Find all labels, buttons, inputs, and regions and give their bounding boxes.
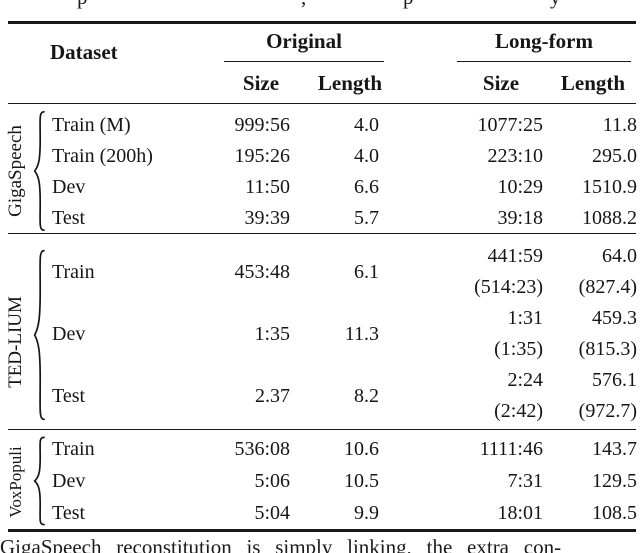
- cell-original-length: 10.5: [344, 470, 379, 492]
- table-row: Train 453:48 6.1 441:59 (514:23) 64.0 (8…: [0, 241, 640, 303]
- cell-longform-size: 441:59 (514:23): [474, 241, 543, 303]
- cell-original-size: 195:26: [234, 145, 290, 167]
- row-label: Dev: [52, 323, 86, 345]
- cell-longform-size: 10:29: [497, 176, 543, 198]
- cell-longform-length: 143.7: [592, 438, 637, 460]
- cell-longform-size: 7:31: [507, 470, 543, 492]
- text-fragment: p: [77, 0, 88, 10]
- cell-original-size: 999:56: [234, 114, 290, 136]
- row-label: Train (M): [52, 114, 131, 136]
- cell-original-size: 453:48: [234, 261, 290, 283]
- cell-longform-length: 1088.2: [582, 207, 637, 229]
- cell-longform-length: 1510.9: [582, 176, 637, 198]
- midrule-tedlium-voxpopuli: [8, 429, 636, 431]
- value-line-paren: (815.3): [578, 338, 637, 360]
- midrule-gigaspeech-tedlium: [8, 233, 636, 235]
- cell-original-length: 11.3: [344, 323, 379, 345]
- row-label: Train: [52, 261, 95, 283]
- row-label: Test: [52, 502, 86, 524]
- column-group-original: Original: [266, 29, 342, 53]
- table-row: Test 2.37 8.2 2:24 (2:42) 576.1 (972.7): [0, 365, 640, 427]
- table-row: Dev 5:06 10.5 7:31 129.5: [0, 466, 640, 497]
- value-line-paren: (2:42): [494, 400, 543, 422]
- cell-longform-length: 11.8: [602, 114, 637, 136]
- value-line: 576.1: [592, 369, 637, 391]
- cell-longform-size: 2:24 (2:42): [494, 365, 543, 427]
- text-fragment: y: [550, 0, 561, 10]
- row-label: Test: [52, 385, 86, 407]
- subheader-longform-size: Size: [482, 71, 520, 95]
- cell-original-size: 1:35: [254, 323, 290, 345]
- table-row: Dev 1:35 11.3 1:31 (1:35) 459.3 (815.3): [0, 303, 640, 365]
- cell-longform-length: 576.1 (972.7): [579, 365, 637, 427]
- text-fragment: ,: [301, 0, 306, 10]
- cell-longform-size: 1111:46: [479, 438, 543, 460]
- value-line: 459.3: [592, 307, 637, 329]
- cell-original-size: 2.37: [255, 385, 290, 407]
- cell-original-length: 4.0: [354, 114, 379, 136]
- brace-icon: [30, 248, 47, 422]
- value-line-paren: (514:23): [474, 276, 543, 298]
- table-row: Train (200h) 195:26 4.0 223:10 295.0: [0, 141, 640, 172]
- cell-original-size: 536:08: [234, 438, 290, 460]
- row-label: Test: [52, 207, 86, 229]
- row-label: Dev: [52, 470, 86, 492]
- bottom-rule: [8, 529, 636, 532]
- subheader-longform-length: Length: [560, 71, 626, 95]
- cmidrule-longform: [457, 61, 631, 63]
- row-label: Train: [52, 438, 95, 460]
- table-row: Test 5:04 9.9 18:01 108.5: [0, 498, 640, 529]
- table-row: Test 39:39 5.7 39:18 1088.2: [0, 203, 640, 234]
- cell-original-length: 6.1: [354, 261, 379, 283]
- cell-original-size: 5:06: [254, 470, 290, 492]
- column-group-longform: Long-form: [495, 29, 593, 53]
- brace-icon: [30, 110, 47, 232]
- brace-icon: [30, 436, 47, 526]
- cell-longform-size: 1077:25: [477, 114, 543, 136]
- header-rule: [8, 103, 636, 105]
- cell-original-length: 8.2: [354, 385, 379, 407]
- cell-original-length: 9.9: [354, 502, 379, 524]
- row-label: Dev: [52, 176, 86, 198]
- value-line: 441:59: [487, 245, 543, 267]
- value-line: 1:31: [507, 307, 543, 329]
- cell-longform-length: 108.5: [592, 502, 637, 524]
- subheader-original-length: Length: [317, 71, 383, 95]
- cell-longform-size: 18:01: [497, 502, 543, 524]
- table-row: Dev 11:50 6.6 10:29 1510.9: [0, 172, 640, 203]
- cell-original-size: 11:50: [245, 176, 290, 198]
- value-line-paren: (827.4): [578, 276, 637, 298]
- row-label: Train (200h): [52, 145, 153, 167]
- cell-longform-length: 129.5: [592, 470, 637, 492]
- cmidrule-original: [224, 61, 384, 63]
- cell-original-size: 39:39: [244, 207, 290, 229]
- table-row: Train (M) 999:56 4.0 1077:25 11.8: [0, 110, 640, 141]
- value-line-paren: (1:35): [494, 338, 543, 360]
- subheader-original-size: Size: [242, 71, 280, 95]
- cell-longform-length: 459.3 (815.3): [579, 303, 637, 365]
- cell-original-size: 5:04: [254, 502, 290, 524]
- cell-longform-size: 1:31 (1:35): [494, 303, 543, 365]
- table-row: Train 536:08 10.6 1111:46 143.7: [0, 434, 640, 465]
- cell-original-length: 5.7: [354, 207, 379, 229]
- value-line: 64.0: [602, 245, 637, 267]
- column-header-dataset: Dataset: [50, 40, 118, 64]
- cell-longform-size: 223:10: [487, 145, 543, 167]
- value-line-paren: (972.7): [578, 400, 637, 422]
- cell-longform-length: 64.0 (827.4): [579, 241, 637, 303]
- cell-longform-length: 295.0: [592, 145, 637, 167]
- text-fragment: p: [403, 0, 414, 10]
- value-line: 2:24: [507, 369, 543, 391]
- top-rule: [8, 21, 636, 24]
- cell-longform-size: 39:18: [497, 207, 543, 229]
- cell-original-length: 10.6: [344, 438, 379, 460]
- cell-original-length: 6.6: [354, 176, 379, 198]
- cell-original-length: 4.0: [354, 145, 379, 167]
- body-text-cropped: GigaSpeech reconstitution is simply link…: [0, 535, 562, 553]
